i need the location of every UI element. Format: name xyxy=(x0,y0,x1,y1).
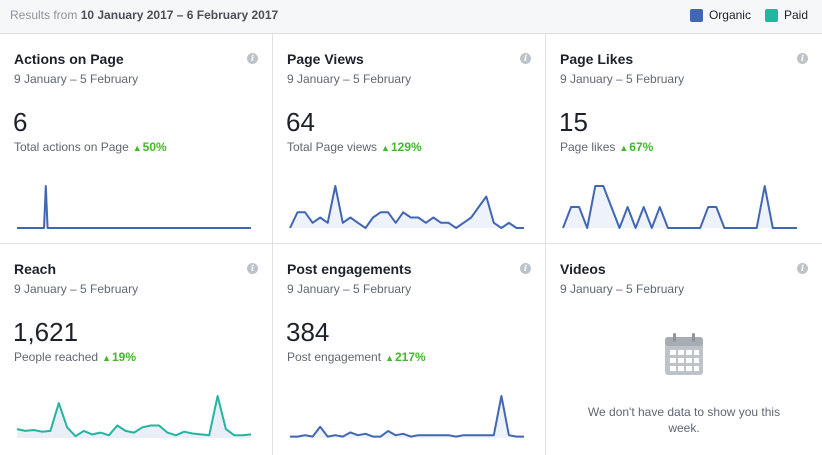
card-title: Post engagements xyxy=(287,261,412,277)
metric-label: Post engagement ▲217% xyxy=(287,350,426,364)
metric-value: 15 xyxy=(559,107,588,137)
legend-paid[interactable]: Paid xyxy=(764,8,808,22)
card-title: Page Likes xyxy=(560,51,634,67)
sparkline-chart xyxy=(289,185,524,229)
card-dates: 9 January – 5 February xyxy=(14,72,139,86)
card-dates: 9 January – 5 February xyxy=(287,282,412,296)
info-icon[interactable]: i xyxy=(797,263,808,274)
info-icon[interactable]: i xyxy=(247,53,258,64)
legend-organic[interactable]: Organic xyxy=(689,8,751,22)
sparkline-chart xyxy=(290,395,524,438)
metric-change: 19% xyxy=(112,350,137,364)
sparkline-line xyxy=(17,185,251,229)
card-videos[interactable]: Videos 9 January – 5 February i We don't… xyxy=(546,244,822,455)
card-title: Videos xyxy=(560,261,606,277)
metric-label-text: Total Page views xyxy=(287,140,378,154)
card-post-engagements[interactable]: Post engagements 9 January – 5 February … xyxy=(273,244,546,455)
trend-up-icon: ▲ xyxy=(619,143,629,153)
metric-label: Total actions on Page ▲50% xyxy=(14,140,167,154)
metric-change: 67% xyxy=(629,140,654,154)
sparkline-chart xyxy=(562,185,797,229)
organic-swatch xyxy=(689,8,703,22)
metric-label-text: Total actions on Page xyxy=(14,140,129,154)
legend-paid-label: Paid xyxy=(783,8,808,22)
metric-change: 50% xyxy=(142,140,167,154)
card-dates: 9 January – 5 February xyxy=(287,72,412,86)
info-icon[interactable]: i xyxy=(520,263,531,274)
range-value: 10 January 2017 – 6 February 2017 xyxy=(80,8,279,22)
date-range: Results from 10 January 2017 – 6 Februar… xyxy=(10,8,278,22)
metric-label: Total Page views ▲129% xyxy=(287,140,422,154)
calendar-icon xyxy=(665,333,703,375)
sparkline-chart xyxy=(16,395,252,438)
trend-up-icon: ▲ xyxy=(102,353,111,363)
trend-up-icon: ▲ xyxy=(385,353,394,363)
card-reach[interactable]: Reach 9 January – 5 February i 1,621 Peo… xyxy=(0,244,273,455)
paid-swatch xyxy=(764,8,778,22)
card-dates: 9 January – 5 February xyxy=(560,72,685,86)
metric-value: 6 xyxy=(13,107,28,137)
metric-label-text: Post engagement xyxy=(287,350,382,364)
sparkline-line xyxy=(289,185,524,229)
card-dates: 9 January – 5 February xyxy=(14,282,139,296)
card-page-likes[interactable]: Page Likes 9 January – 5 February i 15 P… xyxy=(546,34,822,244)
metric-label: People reached ▲19% xyxy=(14,350,136,364)
sparkline-area xyxy=(563,186,797,228)
metrics-grid: Actions on Page 9 January – 5 February i… xyxy=(0,34,822,455)
metric-label-text: People reached xyxy=(14,350,99,364)
sparkline-line xyxy=(290,395,524,438)
sparkline-area xyxy=(17,186,251,228)
trend-up-icon: ▲ xyxy=(132,143,142,153)
card-title: Page Views xyxy=(287,51,364,67)
legend-organic-label: Organic xyxy=(708,8,751,22)
sparkline-line xyxy=(562,185,797,229)
sparkline-area xyxy=(290,186,524,228)
results-header: Results from 10 January 2017 – 6 Februar… xyxy=(0,0,822,34)
sparkline-line xyxy=(16,395,252,438)
range-prefix: Results from xyxy=(10,8,78,22)
sparkline-chart xyxy=(17,185,251,229)
info-icon[interactable]: i xyxy=(247,263,258,274)
card-page-views[interactable]: Page Views 9 January – 5 February i 64 T… xyxy=(273,34,546,244)
empty-message: We don't have data to show you this week… xyxy=(587,405,781,435)
card-dates: 9 January – 5 February xyxy=(560,282,685,296)
metric-value: 64 xyxy=(286,107,315,137)
card-actions-on-page[interactable]: Actions on Page 9 January – 5 February i… xyxy=(0,34,273,244)
card-title: Reach xyxy=(14,261,57,277)
legend: Organic Paid xyxy=(676,8,808,22)
card-title: Actions on Page xyxy=(14,51,124,67)
info-icon[interactable]: i xyxy=(797,53,808,64)
metric-value: 384 xyxy=(286,317,330,347)
metric-value: 1,621 xyxy=(13,317,79,347)
info-icon[interactable]: i xyxy=(520,53,531,64)
empty-state: We don't have data to show you this week… xyxy=(546,244,822,455)
metric-change: 217% xyxy=(395,350,426,364)
metric-label-text: Page likes xyxy=(560,140,616,154)
metric-change: 129% xyxy=(390,140,422,154)
metric-label: Page likes ▲67% xyxy=(560,140,653,154)
trend-up-icon: ▲ xyxy=(381,143,390,153)
sparkline-area xyxy=(17,396,251,438)
